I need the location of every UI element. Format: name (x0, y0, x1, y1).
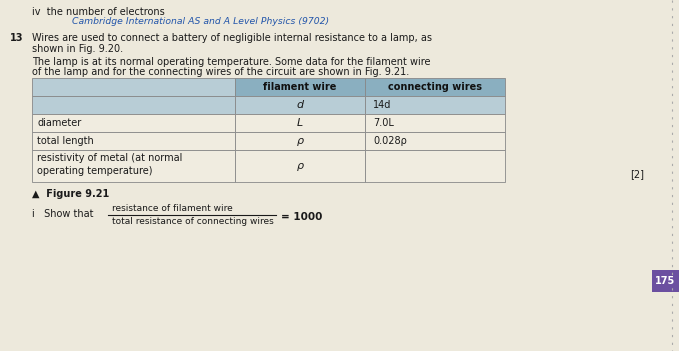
Bar (235, 132, 365, 150)
Text: 175: 175 (655, 276, 675, 286)
Bar (365, 96, 505, 114)
Bar (32, 114, 235, 132)
Bar (652, 270, 679, 292)
Text: 13: 13 (10, 33, 24, 43)
Text: Wires are used to connect a battery of negligible internal resistance to a lamp,: Wires are used to connect a battery of n… (32, 33, 432, 43)
Text: ▲  Figure 9.21: ▲ Figure 9.21 (32, 189, 109, 199)
Bar (235, 96, 365, 114)
Text: = 1000: = 1000 (281, 212, 323, 222)
Text: iv  the number of electrons: iv the number of electrons (32, 7, 165, 17)
Text: resistivity of metal (at normal: resistivity of metal (at normal (37, 153, 183, 163)
Text: ρ: ρ (297, 161, 304, 171)
Text: filament wire: filament wire (263, 82, 337, 92)
Bar (365, 78, 505, 96)
Bar (32, 150, 235, 182)
Bar (365, 150, 505, 182)
Bar (365, 114, 505, 132)
Bar (32, 96, 235, 114)
Bar (235, 150, 365, 182)
Text: The lamp is at its normal operating temperature. Some data for the filament wire: The lamp is at its normal operating temp… (32, 57, 430, 67)
Text: L: L (297, 118, 303, 128)
Text: [2]: [2] (630, 169, 644, 179)
Bar (32, 132, 235, 150)
Text: 14d: 14d (373, 100, 391, 110)
Bar (235, 114, 365, 132)
Text: i   Show that: i Show that (32, 209, 94, 219)
Text: of the lamp and for the connecting wires of the circuit are shown in Fig. 9.21.: of the lamp and for the connecting wires… (32, 67, 409, 77)
Text: 7.0L: 7.0L (373, 118, 394, 128)
Bar (365, 132, 505, 150)
Text: resistance of filament wire: resistance of filament wire (112, 204, 233, 213)
Text: Cambridge International AS and A Level Physics (9702): Cambridge International AS and A Level P… (72, 17, 329, 26)
Bar (32, 78, 235, 96)
Text: ρ: ρ (297, 136, 304, 146)
Text: shown in Fig. 9.20.: shown in Fig. 9.20. (32, 44, 123, 54)
Text: d: d (297, 100, 304, 110)
Bar (235, 78, 365, 96)
Text: total resistance of connecting wires: total resistance of connecting wires (112, 217, 274, 226)
Text: connecting wires: connecting wires (388, 82, 482, 92)
Text: diameter: diameter (37, 118, 81, 128)
Text: total length: total length (37, 136, 94, 146)
Text: 0.028ρ: 0.028ρ (373, 136, 407, 146)
Text: operating temperature): operating temperature) (37, 166, 153, 176)
